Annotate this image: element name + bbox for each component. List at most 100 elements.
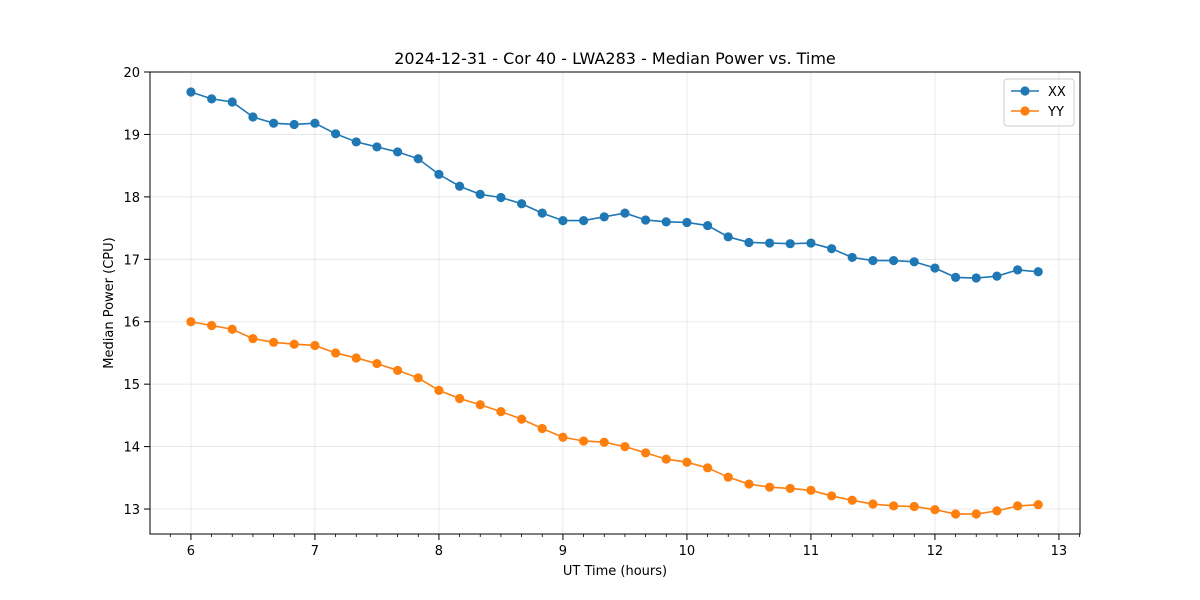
x-tick-label: 11	[803, 544, 820, 559]
data-point-xx	[475, 189, 485, 199]
chart-title: 2024-12-31 - Cor 40 - LWA283 - Median Po…	[394, 49, 836, 68]
data-point-yy	[847, 495, 857, 505]
data-point-yy	[868, 499, 878, 509]
series-xx	[186, 87, 1043, 283]
data-point-xx	[620, 208, 630, 218]
x-tick-label: 8	[435, 544, 443, 559]
data-point-xx	[868, 255, 878, 266]
x-tick-label: 9	[559, 544, 567, 559]
data-point-yy	[806, 485, 816, 495]
data-point-xx	[682, 217, 692, 228]
x-tick-label: 6	[187, 544, 195, 559]
legend-label: XX	[1048, 85, 1066, 100]
data-point-yy	[579, 436, 589, 446]
data-point-xx	[744, 237, 754, 248]
data-point-yy	[517, 414, 527, 424]
grid	[150, 71, 1080, 534]
data-point-xx	[951, 272, 961, 283]
data-point-xx	[186, 87, 196, 97]
y-axis-label: Median Power (CPU)	[102, 237, 117, 368]
data-point-yy	[909, 501, 919, 512]
data-point-yy	[641, 448, 651, 458]
data-point-yy	[930, 505, 940, 515]
x-tick-label: 7	[311, 544, 319, 559]
data-point-xx	[558, 215, 568, 226]
data-point-yy	[207, 320, 217, 331]
data-point-xx	[599, 212, 609, 222]
data-point-yy	[599, 437, 609, 447]
data-point-yy	[1013, 501, 1023, 511]
x-tick-label: 12	[927, 544, 944, 559]
data-point-yy	[951, 509, 961, 519]
data-point-yy	[289, 339, 299, 349]
x-axis: 6 7 8 9 10 11 12 13	[169, 534, 1080, 559]
y-tick-label: 17	[123, 253, 140, 268]
data-point-xx	[393, 147, 403, 157]
data-point-yy	[372, 358, 382, 369]
data-point-yy	[992, 506, 1002, 516]
data-point-yy	[744, 479, 754, 489]
data-point-xx	[227, 97, 237, 107]
data-point-yy	[723, 472, 733, 482]
series-layer	[186, 87, 1043, 519]
data-point-xx	[310, 118, 320, 128]
data-point-xx	[207, 94, 217, 104]
data-point-yy	[661, 454, 671, 464]
data-point-yy	[889, 501, 899, 511]
data-point-xx	[971, 273, 981, 283]
data-point-xx	[806, 238, 816, 248]
data-point-yy	[827, 491, 837, 501]
data-point-xx	[827, 244, 837, 254]
data-point-xx	[455, 181, 465, 191]
data-point-xx	[351, 137, 361, 147]
data-point-yy	[393, 365, 403, 376]
data-point-xx	[992, 271, 1002, 281]
series-yy	[186, 317, 1043, 519]
data-point-yy	[785, 483, 795, 494]
data-point-xx	[289, 119, 299, 130]
data-point-xx	[269, 118, 279, 128]
data-point-yy	[682, 457, 692, 467]
y-tick-label: 18	[123, 191, 140, 206]
data-point-yy	[475, 400, 485, 410]
data-point-yy	[434, 385, 444, 396]
legend-entry-xx: XX	[1011, 85, 1066, 100]
x-axis-label: UT Time (hours)	[563, 564, 667, 579]
y-tick-label: 20	[123, 66, 140, 81]
data-point-xx	[641, 215, 651, 225]
data-point-yy	[971, 509, 981, 519]
data-point-xx	[248, 112, 258, 122]
data-point-yy	[620, 441, 630, 452]
data-point-xx	[1013, 265, 1023, 275]
data-point-yy	[351, 353, 361, 363]
data-point-xx	[930, 263, 940, 273]
data-point-yy	[455, 393, 465, 404]
x-tick-label: 10	[679, 544, 696, 559]
data-point-yy	[310, 340, 320, 351]
data-point-yy	[537, 423, 547, 434]
data-point-xx	[517, 199, 527, 209]
data-point-xx	[847, 252, 857, 263]
data-point-xx	[909, 257, 919, 267]
data-point-yy	[765, 482, 775, 492]
data-point-xx	[331, 129, 341, 139]
legend-entry-yy: YY	[1011, 105, 1064, 120]
data-point-xx	[661, 217, 671, 227]
data-point-xx	[785, 239, 795, 249]
y-tick-label: 15	[123, 378, 140, 393]
data-point-xx	[723, 232, 733, 242]
y-tick-label: 14	[123, 441, 140, 456]
y-tick-label: 19	[123, 128, 140, 143]
data-point-yy	[413, 373, 423, 383]
data-point-xx	[579, 215, 589, 226]
data-point-yy	[248, 333, 258, 344]
data-point-xx	[496, 192, 506, 203]
data-point-xx	[1033, 267, 1043, 277]
legend-label: YY	[1047, 105, 1064, 120]
y-tick-label: 16	[123, 316, 140, 331]
data-point-xx	[434, 169, 444, 179]
data-point-xx	[765, 238, 775, 248]
data-point-yy	[703, 463, 713, 473]
